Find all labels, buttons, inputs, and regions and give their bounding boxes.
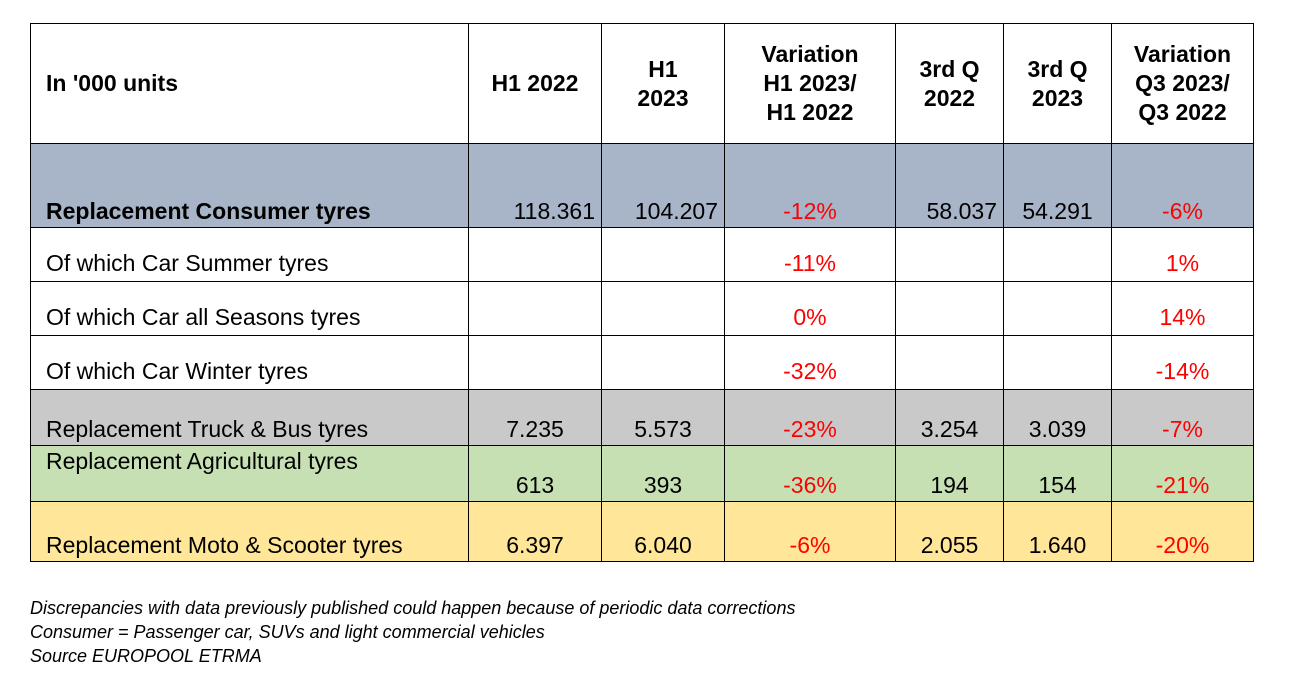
cell-variation-h1: -23% <box>724 389 896 446</box>
header-variation-h1-line3: H1 2022 <box>766 99 854 125</box>
cell-variation-q3: -20% <box>1111 501 1254 562</box>
header-q3-2022-line1: 3rd Q <box>919 55 980 82</box>
cell-q3-2023: 3.039 <box>1003 389 1112 446</box>
header-q3-2022: 3rd Q 2022 <box>895 23 1004 144</box>
header-variation-q3-line1: Variation <box>1133 41 1232 67</box>
row-label: Replacement Agricultural tyres <box>30 445 469 502</box>
table-row: Of which Car Winter tyres -32% -14% <box>30 335 1254 390</box>
table-row: Replacement Agricultural tyres 613 393 -… <box>30 445 1254 502</box>
cell-q3-2022 <box>895 281 1004 336</box>
cell-h1-2023 <box>601 281 725 336</box>
cell-h1-2023: 5.573 <box>601 389 725 446</box>
header-q3-2023: 3rd Q 2023 <box>1003 23 1112 144</box>
cell-q3-2023 <box>1003 227 1112 282</box>
header-variation-q3-line2: Q3 2023/ <box>1135 70 1230 96</box>
header-variation-h1: Variation H1 2023/ H1 2022 <box>724 23 896 144</box>
cell-q3-2022: 58.037 <box>895 143 1004 228</box>
cell-variation-q3: -14% <box>1111 335 1254 390</box>
header-h1-2022-line: H1 2022 <box>491 70 579 96</box>
cell-h1-2023: 104.207 <box>601 143 725 228</box>
cell-h1-2023 <box>601 335 725 390</box>
cell-h1-2023: 393 <box>601 445 725 502</box>
cell-variation-h1: -32% <box>724 335 896 390</box>
row-label: Replacement Consumer tyres <box>30 143 469 228</box>
cell-q3-2022 <box>895 335 1004 390</box>
table-row: Replacement Moto & Scooter tyres 6.397 6… <box>30 501 1254 562</box>
row-label: Of which Car all Seasons tyres <box>30 281 469 336</box>
table-row: Of which Car Summer tyres -11% 1% <box>30 227 1254 282</box>
cell-variation-h1: 0% <box>724 281 896 336</box>
cell-variation-q3: -21% <box>1111 445 1254 502</box>
cell-q3-2022: 3.254 <box>895 389 1004 446</box>
header-h1-2023-line1: H1 <box>648 55 678 82</box>
cell-variation-h1: -36% <box>724 445 896 502</box>
footnote-consumer-definition: Consumer = Passenger car, SUVs and light… <box>30 622 545 642</box>
cell-variation-q3: 1% <box>1111 227 1254 282</box>
cell-q3-2022: 194 <box>895 445 1004 502</box>
header-q3-2022-line2: 2022 <box>923 84 976 111</box>
row-label: Of which Car Summer tyres <box>30 227 469 282</box>
header-variation-h1-line2: H1 2023/ <box>763 70 857 96</box>
cell-q3-2022: 2.055 <box>895 501 1004 562</box>
cell-h1-2022: 613 <box>468 445 602 502</box>
header-row: In '000 units H1 2022 H1 2023 Variation … <box>30 23 1254 144</box>
cell-q3-2023 <box>1003 335 1112 390</box>
header-h1-2023-line2: 2023 <box>637 84 689 111</box>
table-row: Of which Car all Seasons tyres 0% 14% <box>30 281 1254 336</box>
header-q3-2023-line2: 2023 <box>1031 84 1084 111</box>
cell-q3-2023: 54.291 <box>1003 143 1112 228</box>
table-row: Replacement Truck & Bus tyres 7.235 5.57… <box>30 389 1254 446</box>
cell-variation-h1: -11% <box>724 227 896 282</box>
cell-h1-2023 <box>601 227 725 282</box>
cell-variation-q3: -6% <box>1111 143 1254 228</box>
cell-variation-h1: -12% <box>724 143 896 228</box>
footnotes: Discrepancies with data previously publi… <box>30 596 795 668</box>
header-variation-q3-line3: Q3 2022 <box>1138 99 1227 125</box>
cell-h1-2022 <box>468 227 602 282</box>
cell-variation-q3: 14% <box>1111 281 1254 336</box>
header-units: In '000 units <box>30 23 469 144</box>
cell-h1-2022 <box>468 335 602 390</box>
cell-variation-q3: -7% <box>1111 389 1254 446</box>
cell-q3-2023 <box>1003 281 1112 336</box>
header-q3-2023-line1: 3rd Q <box>1027 55 1088 82</box>
row-label: Replacement Moto & Scooter tyres <box>30 501 469 562</box>
cell-q3-2023: 1.640 <box>1003 501 1112 562</box>
footnote-corrections: Discrepancies with data previously publi… <box>30 598 796 618</box>
cell-h1-2022 <box>468 281 602 336</box>
cell-variation-h1: -6% <box>724 501 896 562</box>
cell-h1-2022: 7.235 <box>468 389 602 446</box>
cell-h1-2023: 6.040 <box>601 501 725 562</box>
header-units-text: In '000 units <box>46 70 179 96</box>
row-label: Replacement Truck & Bus tyres <box>30 389 469 446</box>
footnote-source: Source EUROPOOL ETRMA <box>30 646 262 666</box>
cell-h1-2022: 118.361 <box>468 143 602 228</box>
row-label: Of which Car Winter tyres <box>30 335 469 390</box>
cell-q3-2022 <box>895 227 1004 282</box>
tyres-table: In '000 units H1 2022 H1 2023 Variation … <box>30 23 1254 562</box>
header-variation-h1-line1: Variation <box>761 41 859 67</box>
header-variation-q3: Variation Q3 2023/ Q3 2022 <box>1111 23 1254 144</box>
cell-q3-2023: 154 <box>1003 445 1112 502</box>
header-h1-2022: H1 2022 <box>468 23 602 144</box>
table-row: Replacement Consumer tyres 118.361 104.2… <box>30 143 1254 228</box>
header-h1-2023: H1 2023 <box>601 23 725 144</box>
cell-h1-2022: 6.397 <box>468 501 602 562</box>
